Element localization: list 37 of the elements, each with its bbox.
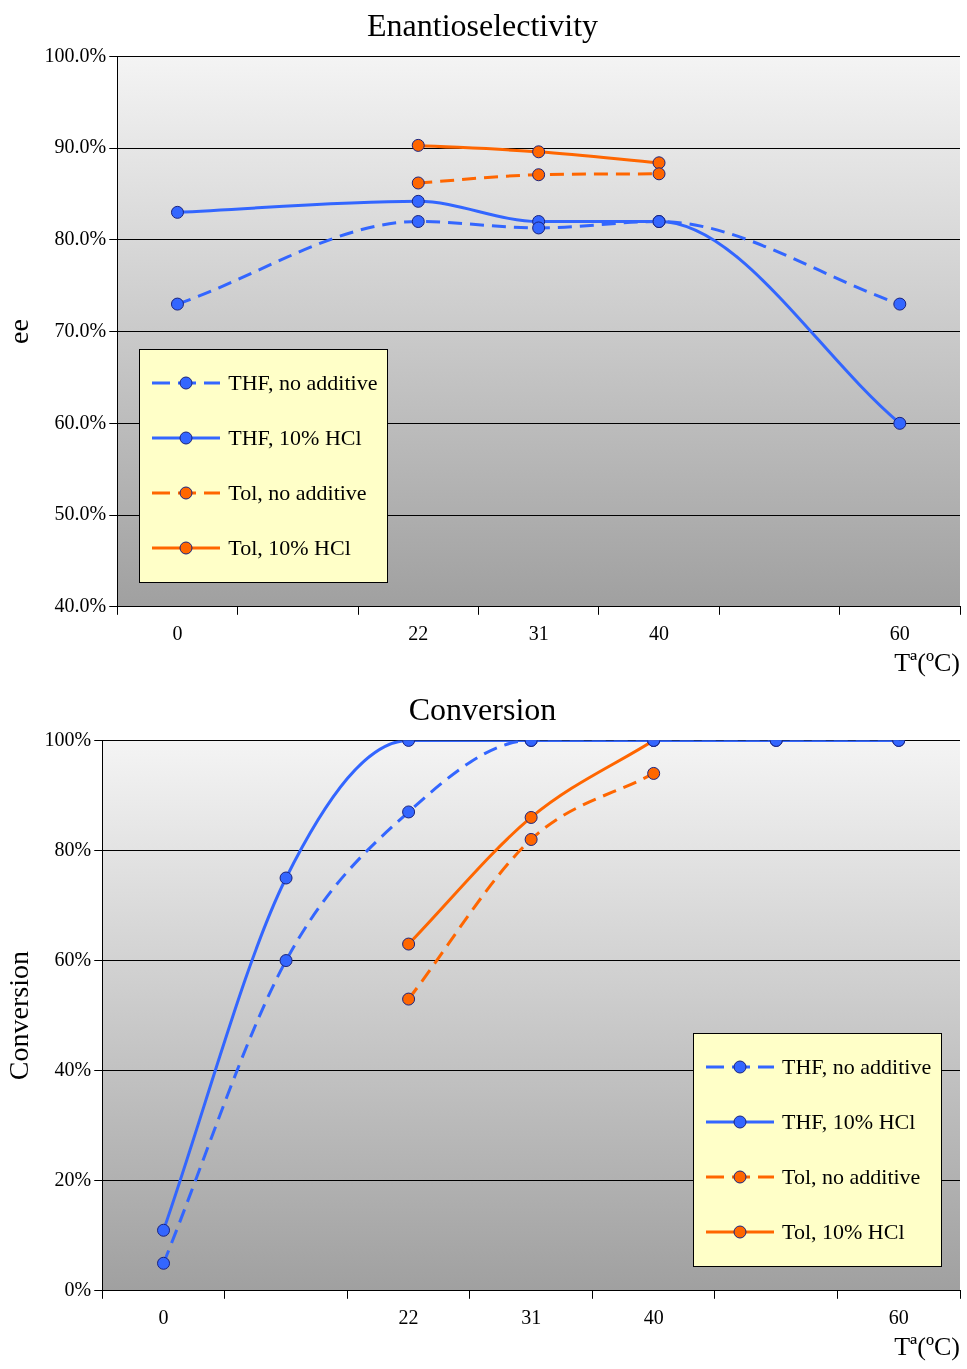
y-tick-label: 20% — [54, 1167, 92, 1190]
x-tick-label: 22 — [398, 1306, 419, 1329]
x-axis-title: Tª(ºC) — [894, 648, 960, 678]
legend-label: Tol, no additive — [228, 480, 367, 507]
x-axis-title: Tª(ºC) — [894, 1332, 960, 1362]
y-tick-label: 50.0% — [54, 502, 107, 525]
y-tick-label: 60% — [54, 947, 92, 970]
legend-label: Tol, 10% HCl — [228, 535, 351, 562]
legend-label: THF, no additive — [782, 1054, 932, 1081]
x-tick-label: 22 — [408, 622, 429, 645]
x-tick-label: 40 — [643, 1306, 664, 1329]
legend-label: THF, 10% HCl — [782, 1109, 916, 1136]
legend-label: Tol, 10% HCl — [782, 1219, 905, 1246]
legend-label: THF, 10% HCl — [228, 425, 362, 452]
y-axis-title: Conversion — [3, 951, 35, 1081]
x-tick-label: 31 — [528, 622, 549, 645]
y-tick-label: 90.0% — [54, 135, 107, 158]
x-tick-label: 0 — [158, 1306, 169, 1329]
y-tick-label: 70.0% — [54, 318, 107, 341]
y-tick-label: 100.0% — [44, 43, 107, 66]
x-tick-label: 40 — [649, 622, 670, 645]
legend-label: THF, no additive — [228, 370, 378, 397]
chart-title: Conversion — [408, 690, 557, 727]
y-tick-label: 40% — [54, 1057, 92, 1080]
y-tick-label: 80.0% — [54, 227, 107, 250]
y-tick-label: 40.0% — [54, 594, 107, 617]
y-tick-label: 60.0% — [54, 410, 107, 433]
x-tick-label: 31 — [521, 1306, 542, 1329]
y-tick-label: 100% — [44, 727, 92, 750]
legend-label: Tol, no additive — [782, 1164, 921, 1191]
x-tick-label: 60 — [889, 622, 910, 645]
chart-title: Enantioselectivity — [366, 6, 599, 43]
y-tick-label: 0% — [64, 1278, 92, 1301]
y-tick-label: 80% — [54, 837, 92, 860]
y-axis-title: ee — [3, 319, 35, 345]
x-tick-label: 0 — [172, 622, 183, 645]
x-tick-label: 60 — [888, 1306, 909, 1329]
